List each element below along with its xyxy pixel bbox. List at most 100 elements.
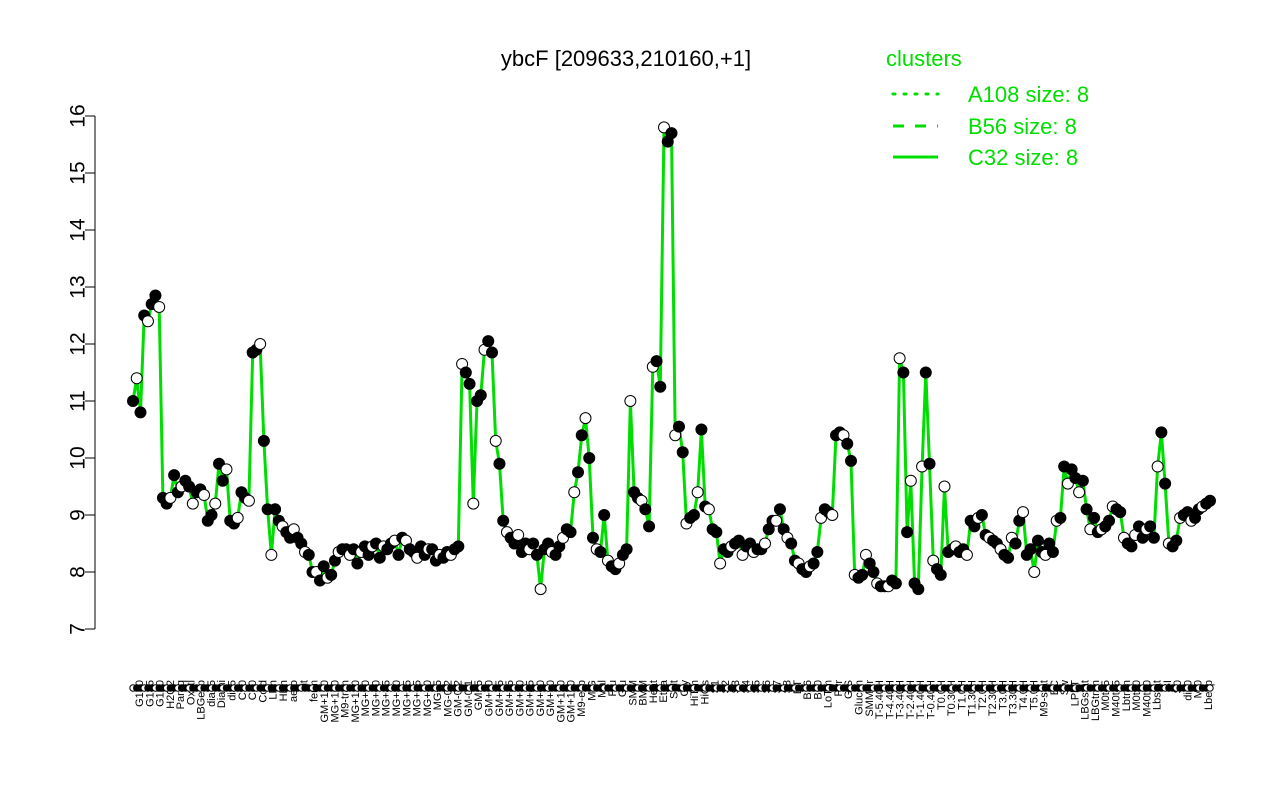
y-tick-label: 8	[67, 566, 90, 578]
data-point	[1144, 520, 1157, 533]
data-point	[811, 546, 824, 559]
data-point	[1155, 426, 1168, 439]
data-point	[254, 338, 267, 350]
data-point	[904, 474, 917, 487]
data-point	[912, 583, 925, 596]
data-point	[1204, 494, 1216, 507]
data-point	[564, 526, 577, 539]
data-point	[1103, 514, 1116, 527]
y-tick-label: 9	[67, 509, 90, 521]
data-point	[897, 366, 910, 379]
data-point	[893, 352, 906, 365]
data-point	[392, 548, 405, 561]
data-point	[1170, 534, 1183, 547]
data-point	[889, 577, 902, 590]
data-point	[923, 457, 936, 470]
data-point	[486, 346, 498, 359]
data-point	[695, 423, 708, 436]
data-point	[527, 537, 540, 550]
data-point	[459, 366, 472, 379]
data-point	[586, 531, 599, 544]
data-point	[624, 395, 637, 407]
data-point	[130, 372, 143, 385]
y-axis: 7 8 9 10 11 12 13 14 15 16	[67, 104, 96, 635]
data-point	[650, 355, 663, 368]
chart-title: ybcF [209633,210160,+1]	[501, 46, 751, 71]
data-point	[654, 380, 667, 393]
data-point	[710, 526, 723, 539]
data-point	[1073, 486, 1086, 499]
data-point	[639, 503, 652, 516]
y-tick-label: 7	[67, 623, 90, 635]
data-point	[1002, 551, 1015, 564]
data-point	[1046, 546, 1059, 559]
data-point	[938, 480, 951, 493]
data-point	[1054, 511, 1067, 524]
data-point	[497, 514, 510, 527]
data-point	[714, 557, 727, 570]
data-point	[1080, 503, 1093, 516]
data-point	[773, 503, 786, 516]
y-tick-label: 10	[67, 446, 90, 469]
data-point	[867, 566, 880, 578]
data-point	[841, 437, 854, 450]
series-line	[131, 125, 1211, 591]
data-point	[209, 497, 222, 510]
data-point	[687, 509, 700, 521]
data-point	[231, 511, 244, 524]
data-point	[594, 546, 607, 559]
x-rug-markers	[129, 684, 1214, 692]
data-point	[583, 452, 596, 464]
data-point	[373, 551, 386, 564]
data-point	[770, 514, 783, 527]
data-point	[1028, 566, 1041, 578]
data-point	[702, 503, 715, 516]
data-point	[325, 568, 338, 581]
data-point	[493, 457, 506, 470]
data-point	[127, 395, 139, 407]
legend-label-b56: B56 size: 8	[968, 114, 1077, 139]
data-point	[265, 548, 278, 561]
y-tick-label: 14	[67, 218, 90, 242]
data-point	[1114, 506, 1127, 519]
data-point	[205, 509, 218, 521]
data-point	[198, 489, 211, 502]
data-point	[807, 557, 820, 570]
data-point	[317, 560, 330, 573]
data-point	[575, 429, 588, 442]
legend-label-c32: C32 size: 8	[968, 145, 1078, 170]
data-point	[691, 486, 704, 499]
data-point	[1076, 474, 1089, 487]
data-point	[826, 509, 839, 521]
data-point	[269, 503, 282, 516]
data-point	[302, 548, 315, 561]
data-point	[579, 412, 592, 425]
data-point	[1151, 460, 1164, 473]
data-point	[975, 509, 988, 521]
data-point	[168, 469, 181, 482]
data-point	[474, 389, 487, 402]
data-point	[1031, 534, 1044, 547]
data-point	[643, 520, 656, 533]
data-point	[141, 315, 154, 328]
legend-title: clusters	[886, 46, 962, 71]
data-point	[620, 543, 633, 556]
data-point	[1088, 511, 1101, 524]
data-point	[534, 583, 547, 596]
data-point	[665, 127, 678, 140]
data-point	[186, 497, 199, 510]
data-point	[934, 568, 947, 581]
data-point	[598, 509, 611, 521]
data-point	[452, 540, 465, 553]
y-tick-label: 11	[67, 390, 90, 412]
data-point	[572, 466, 585, 479]
data-point	[676, 446, 689, 459]
data-point	[672, 420, 685, 433]
data-point	[568, 486, 581, 499]
data-point	[482, 335, 495, 348]
series-layer	[127, 121, 1216, 596]
data-point	[220, 463, 233, 476]
data-point	[1147, 531, 1160, 544]
data-point	[351, 557, 364, 570]
